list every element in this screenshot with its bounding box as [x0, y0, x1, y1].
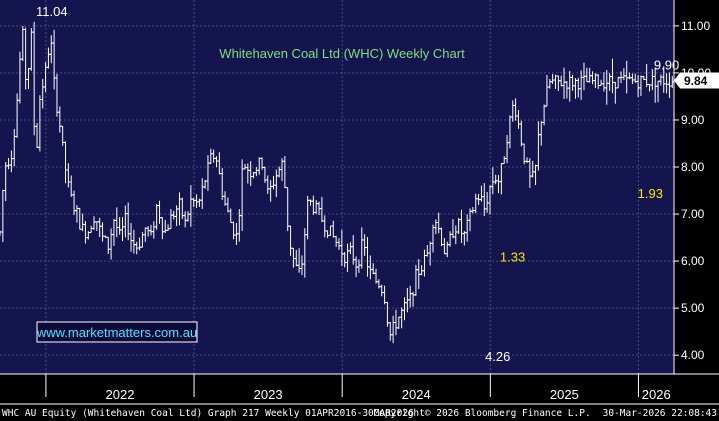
y-tick-label: 5.00	[681, 301, 705, 315]
y-tick-label: 9.00	[681, 113, 705, 127]
annotation-1-93: 1.93	[638, 186, 663, 201]
plot-area	[0, 0, 674, 374]
annotation-11-04: 11.04	[36, 4, 68, 19]
y-tick-label: 6.00	[681, 254, 705, 268]
x-year-label: 2024	[402, 387, 431, 402]
x-year-label: 2023	[254, 387, 283, 402]
website-box	[36, 321, 198, 343]
footer-left: WHC AU Equity (Whitehaven Coal Ltd) Grap…	[2, 408, 414, 419]
annotation-9-90: 9.90	[654, 58, 679, 73]
y-tick-label: 8.00	[681, 160, 705, 174]
website-link[interactable]: www.marketmatters.com.au	[36, 325, 197, 340]
price-bars	[0, 21, 675, 344]
x-year-label: 2026	[642, 387, 671, 402]
grid-layer	[0, 0, 674, 374]
annotation-layer: 11.04 4.26 9.90 1.33 1.93	[36, 4, 679, 364]
last-price-label: 9.84	[684, 74, 708, 88]
x-year-label: 2025	[550, 387, 579, 402]
y-tick-label: 4.00	[681, 348, 705, 362]
chart-title: Whitehaven Coal Ltd (WHC) Weekly Chart	[219, 46, 465, 61]
x-year-label: 2022	[106, 387, 135, 402]
y-tick-label: 7.00	[681, 207, 705, 221]
annotation-4-26: 4.26	[485, 349, 510, 364]
last-price-tag	[674, 72, 719, 89]
y-tick-label: 11.00	[681, 19, 710, 33]
axis-layer: 11.0010.009.008.007.006.005.004.00202220…	[0, 0, 719, 405]
footer-right: 30-Mar-2026 22:08:43	[603, 408, 717, 419]
footer-center: Copyright© 2026 Bloomberg Finance L.P.	[373, 408, 590, 419]
annotation-1-33: 1.33	[500, 249, 525, 264]
